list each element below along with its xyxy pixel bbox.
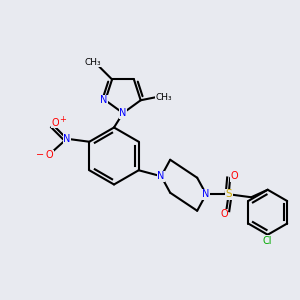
Text: O: O <box>231 171 238 181</box>
Text: N: N <box>63 134 70 144</box>
Text: N: N <box>202 189 210 199</box>
Text: N: N <box>100 95 107 105</box>
Text: O: O <box>51 118 59 128</box>
Text: Cl: Cl <box>263 236 272 246</box>
Text: S: S <box>225 189 232 199</box>
Text: CH₃: CH₃ <box>156 93 172 102</box>
Text: N: N <box>158 171 165 181</box>
Text: +: + <box>59 116 66 124</box>
Text: N: N <box>119 108 127 118</box>
Text: −: − <box>36 150 44 160</box>
Text: O: O <box>46 150 53 160</box>
Text: CH₃: CH₃ <box>85 58 101 67</box>
Text: O: O <box>220 209 228 219</box>
